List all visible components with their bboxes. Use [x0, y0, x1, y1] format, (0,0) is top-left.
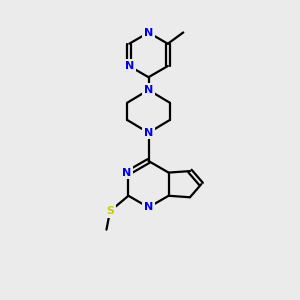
Text: N: N — [124, 61, 134, 71]
Text: N: N — [144, 128, 153, 138]
Text: S: S — [106, 206, 114, 216]
Text: N: N — [144, 85, 153, 95]
Text: N: N — [144, 28, 153, 38]
Text: N: N — [144, 202, 153, 212]
Text: N: N — [122, 168, 132, 178]
